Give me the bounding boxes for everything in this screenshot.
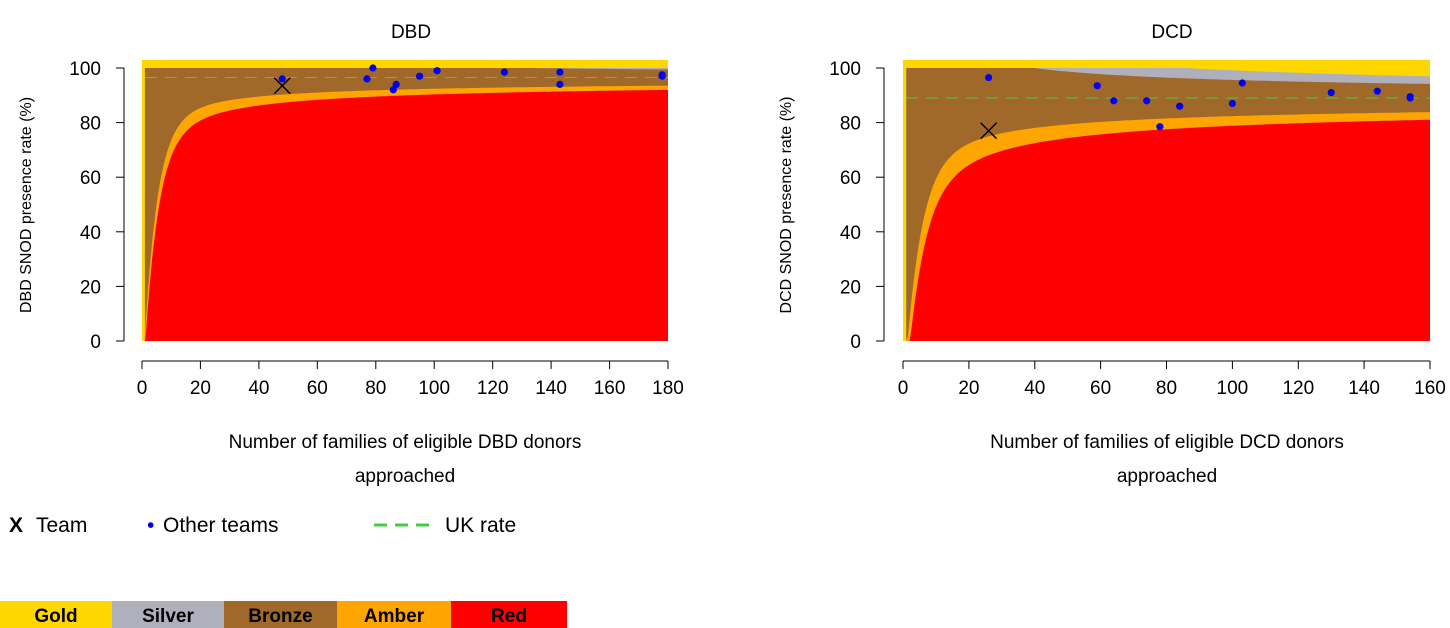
band-gold-swatch [0, 601, 112, 628]
band-red-area [906, 119, 1430, 341]
x-tick-label: 140 [535, 378, 567, 399]
marker-legend: X Team • Other teams UK rate [9, 514, 516, 537]
x-axis-label-line-1: Number of families of eligible DBD donor… [229, 432, 582, 453]
team-point-x-marker [273, 77, 291, 95]
x-tick-label: 140 [1348, 378, 1380, 399]
x-axis-label-line-2: approached [1117, 466, 1217, 487]
y-tick-label: 20 [80, 277, 101, 298]
x-tick-label: 120 [477, 378, 509, 399]
band-red-area [144, 89, 668, 342]
y-tick-label: 60 [840, 168, 861, 189]
x-tick-label: 20 [958, 378, 979, 399]
chart-title: DCD [1151, 22, 1192, 43]
y-axis-label: DCD SNOD presence rate (%) [778, 97, 795, 314]
legend-others-marker: • [147, 514, 154, 537]
other-team-point [369, 64, 377, 72]
legend-uk-label: UK rate [445, 514, 516, 537]
other-team-point [1238, 79, 1246, 87]
other-team-point [433, 67, 441, 75]
legend-team-marker: X [9, 514, 23, 537]
band-silver-swatch [112, 601, 224, 628]
legend-team-label: Team [36, 514, 87, 537]
other-team-point [1143, 97, 1151, 105]
y-axis-label: DBD SNOD presence rate (%) [18, 97, 35, 313]
x-tick-label: 160 [594, 378, 626, 399]
x-axis-label-line-1: Number of families of eligible DCD donor… [990, 432, 1344, 453]
x-tick-label: 0 [898, 378, 909, 399]
band-silver-label: Silver [142, 606, 194, 627]
other-team-point [1228, 99, 1236, 108]
y-axis: 0 20 40 60 80 100 DCD SNOD presence rate… [778, 59, 885, 353]
x-tick-label: 60 [307, 378, 328, 399]
band-gold-label: Gold [34, 606, 77, 627]
y-tick-label: 100 [829, 59, 861, 80]
y-tick-label: 20 [840, 277, 861, 298]
x-tick-label: 20 [190, 378, 211, 399]
other-team-point [1093, 82, 1101, 90]
other-team-point [1406, 93, 1414, 101]
y-tick-label: 80 [840, 114, 861, 135]
other-team-point [1373, 87, 1381, 95]
band-bronze-swatch [224, 601, 337, 628]
chart-panel-dcd: DCD 0 20 40 60 80 100 DCD SNOD presence … [778, 22, 1446, 487]
other-team-points [985, 74, 1414, 131]
x-tick-label: 160 [1414, 378, 1446, 399]
other-team-point [500, 68, 508, 76]
chart-bands [142, 60, 668, 342]
chart-panel-dbd: DBD 0 20 40 60 80 100 DBD SNOD presence … [18, 22, 684, 487]
band-bronze-label: Bronze [248, 606, 312, 627]
other-team-point [556, 68, 564, 76]
x-tick-label: 40 [1024, 378, 1045, 399]
other-team-point [1176, 102, 1184, 110]
x-tick-label: 100 [418, 378, 450, 399]
band-red-swatch [451, 601, 567, 628]
y-tick-label: 0 [850, 332, 861, 353]
x-axis-label-line-2: approached [355, 466, 455, 487]
other-team-point [556, 80, 564, 88]
other-team-points [278, 64, 666, 94]
other-team-point [416, 72, 424, 80]
x-tick-label: 80 [365, 378, 386, 399]
y-tick-label: 40 [840, 223, 861, 244]
other-team-point [278, 75, 286, 83]
y-tick-label: 60 [80, 168, 101, 189]
y-axis: 0 20 40 60 80 100 DBD SNOD presence rate… [18, 59, 125, 353]
band-red-label: Red [491, 606, 527, 627]
y-tick-label: 0 [90, 332, 101, 353]
other-team-point [1327, 89, 1335, 97]
x-tick-label: 80 [1156, 378, 1177, 399]
chart-title: DBD [391, 22, 431, 43]
band-legend: Gold Silver Bronze Amber Red [0, 601, 567, 628]
x-tick-label: 60 [1090, 378, 1111, 399]
other-team-point [1110, 97, 1118, 105]
team-point-x-marker [980, 122, 998, 140]
other-team-point [363, 75, 371, 83]
x-tick-label: 120 [1282, 378, 1314, 399]
x-tick-label: 0 [137, 378, 148, 399]
y-tick-label: 40 [80, 223, 101, 244]
band-amber-swatch [337, 601, 451, 628]
x-tick-label: 100 [1217, 378, 1249, 399]
x-tick-label: 180 [652, 378, 684, 399]
other-team-point [1156, 123, 1164, 131]
other-team-point [658, 71, 666, 79]
x-tick-label: 40 [248, 378, 269, 399]
legend-others-label: Other teams [163, 514, 279, 537]
other-team-point [389, 86, 397, 94]
x-axis: 0 20 40 60 80 100 120 140 160 180 Number… [137, 360, 684, 487]
y-tick-label: 100 [69, 59, 101, 80]
y-tick-label: 80 [80, 114, 101, 135]
other-team-point [392, 80, 400, 88]
band-amber-label: Amber [364, 606, 425, 627]
x-axis: 0 20 40 60 80 100 120 140 160 Number of … [898, 360, 1446, 487]
other-team-point [985, 74, 993, 82]
chart-bands [903, 60, 1430, 341]
